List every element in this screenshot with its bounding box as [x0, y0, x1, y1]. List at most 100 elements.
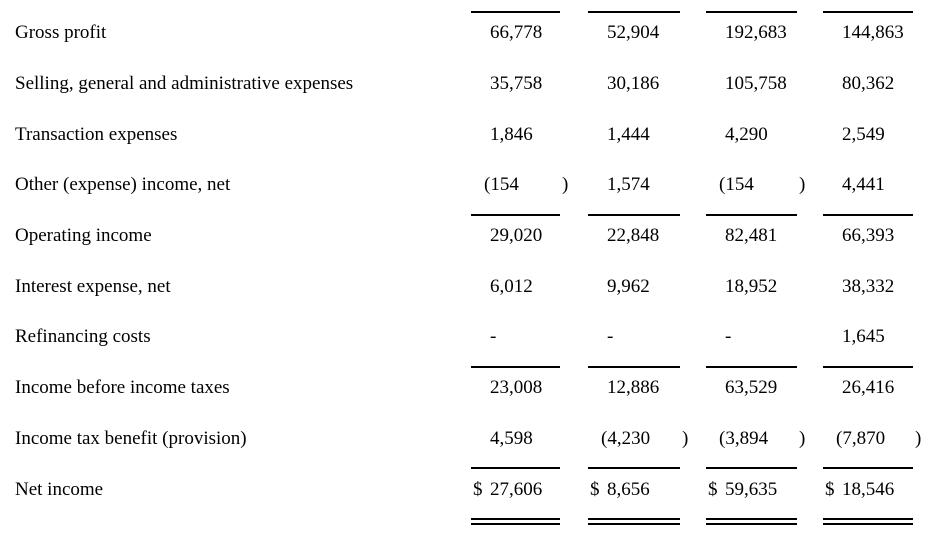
amount-cell-col4: 38,332 — [823, 261, 913, 312]
amount-cell-col3: 63,529 — [706, 363, 797, 414]
amount-cell-col1: 4,598 — [471, 414, 560, 465]
amount-cell-col1: $ 27,606 — [471, 464, 560, 515]
amount-cell-col3: 82,481 — [706, 211, 797, 262]
amount-cell-col3: 18,952 — [706, 261, 797, 312]
row-label-cell: Selling, general and administrative expe… — [0, 73, 471, 95]
close-paren: ) — [682, 427, 689, 449]
amount-value: 66,778 — [490, 22, 543, 44]
amount-cell-col3: - — [706, 312, 797, 363]
paren-cell-col1: ) — [560, 174, 572, 196]
amount-cell-col2: 30,186 — [588, 59, 680, 110]
amount-value: (154 — [484, 174, 519, 196]
amount-value: 1,444 — [607, 123, 650, 145]
row-label-cell: Operating income — [0, 225, 471, 247]
amount-value: 192,683 — [725, 22, 787, 44]
amount-value: 9,962 — [607, 275, 650, 297]
amount-cell-col3: 4,290 — [706, 109, 797, 160]
amount-cell-col4: 2,549 — [823, 109, 913, 160]
amount-value: 27,606 — [490, 478, 543, 500]
amount-cell-col1: 35,758 — [471, 59, 560, 110]
row-label-cell: Gross profit — [0, 22, 471, 44]
amount-value: (7,870 — [836, 427, 886, 449]
paren-cell-col2: ) — [680, 428, 692, 450]
row-label-cell: Refinancing costs — [0, 326, 471, 348]
double-rule — [706, 517, 797, 525]
double-rule — [588, 517, 680, 525]
amount-cell-col2: (4,230 — [588, 414, 680, 465]
amount-value: 26,416 — [842, 377, 895, 399]
close-paren: ) — [799, 427, 806, 449]
amount-cell-col2: 9,962 — [588, 261, 680, 312]
amount-value: 4,290 — [725, 123, 768, 145]
amount-cell-col2: 52,904 — [588, 8, 680, 59]
double-rule-col3 — [706, 515, 797, 525]
double-rule-col4 — [823, 515, 913, 525]
row-label-cell: Other (expense) income, net — [0, 174, 471, 196]
close-paren: ) — [562, 174, 569, 196]
dollar-sign: $ — [590, 478, 600, 500]
row-label-cell: Income tax benefit (provision) — [0, 428, 471, 450]
amount-value: 105,758 — [725, 73, 787, 95]
amount-cell-col4: 26,416 — [823, 363, 913, 414]
amount-value: 80,362 — [842, 73, 895, 95]
amount-value: 63,529 — [725, 377, 778, 399]
amount-cell-col3: $ 59,635 — [706, 464, 797, 515]
row-label: Income tax benefit (provision) — [15, 427, 247, 449]
paren-cell-col3: ) — [797, 428, 809, 450]
amount-value: - — [607, 326, 614, 348]
amount-value: 29,020 — [490, 225, 543, 247]
amount-cell-col1: - — [471, 312, 560, 363]
amount-value: 4,441 — [842, 174, 885, 196]
table-row: Income before income taxes 23,008 12,886… — [0, 363, 950, 414]
amount-cell-col4: $ 18,546 — [823, 464, 913, 515]
row-label: Income before income taxes — [15, 377, 230, 399]
table-row: Interest expense, net 6,012 9,962 18,952 — [0, 261, 950, 312]
amount-value: (3,894 — [719, 427, 769, 449]
amount-cell-col1: 23,008 — [471, 363, 560, 414]
amount-value: 8,656 — [607, 478, 650, 500]
row-label: Net income — [15, 478, 104, 500]
double-rule — [823, 517, 913, 525]
dollar-sign: $ — [825, 478, 835, 500]
paren-cell-col3: ) — [797, 174, 809, 196]
amount-value: (154 — [719, 174, 754, 196]
amount-value: 1,846 — [490, 123, 533, 145]
row-label-cell: Transaction expenses — [0, 124, 471, 146]
amount-value: 6,012 — [490, 275, 533, 297]
amount-cell-col4: 66,393 — [823, 211, 913, 262]
row-label: Operating income — [15, 225, 152, 247]
amount-cell-col1: (154 — [471, 160, 560, 211]
amount-value: 82,481 — [725, 225, 778, 247]
amount-value: 38,332 — [842, 275, 895, 297]
table-row: Other (expense) income, net (154 ) 1,574… — [0, 160, 950, 211]
close-paren: ) — [799, 174, 806, 196]
amount-value: - — [490, 326, 497, 348]
amount-cell-col3: 105,758 — [706, 59, 797, 110]
amount-cell-col1: 29,020 — [471, 211, 560, 262]
amount-cell-col2: 1,444 — [588, 109, 680, 160]
row-label-cell: Income before income taxes — [0, 377, 471, 399]
amount-cell-col2: $ 8,656 — [588, 464, 680, 515]
row-label-cell: Net income — [0, 479, 471, 501]
amount-value: 1,645 — [842, 326, 885, 348]
amount-value: - — [725, 326, 732, 348]
amount-cell-col2: 12,886 — [588, 363, 680, 414]
row-label: Refinancing costs — [15, 326, 151, 348]
double-rule — [471, 517, 560, 525]
row-label: Interest expense, net — [15, 275, 171, 297]
amount-cell-col3: (3,894 — [706, 414, 797, 465]
amount-value: 18,546 — [842, 478, 895, 500]
dollar-sign: $ — [708, 478, 718, 500]
table-row: Transaction expenses 1,846 1,444 4,290 — [0, 109, 950, 160]
amount-cell-col4: 144,863 — [823, 8, 913, 59]
table-body: Gross profit 66,778 52,904 192,683 144 — [0, 8, 950, 515]
table-row: Gross profit 66,778 52,904 192,683 144 — [0, 8, 950, 59]
row-label: Transaction expenses — [15, 123, 178, 145]
amount-cell-col3: (154 — [706, 160, 797, 211]
amount-value: 66,393 — [842, 225, 895, 247]
amount-value: 35,758 — [490, 73, 543, 95]
amount-value: 144,863 — [842, 22, 904, 44]
amount-cell-col2: - — [588, 312, 680, 363]
amount-value: 52,904 — [607, 22, 660, 44]
